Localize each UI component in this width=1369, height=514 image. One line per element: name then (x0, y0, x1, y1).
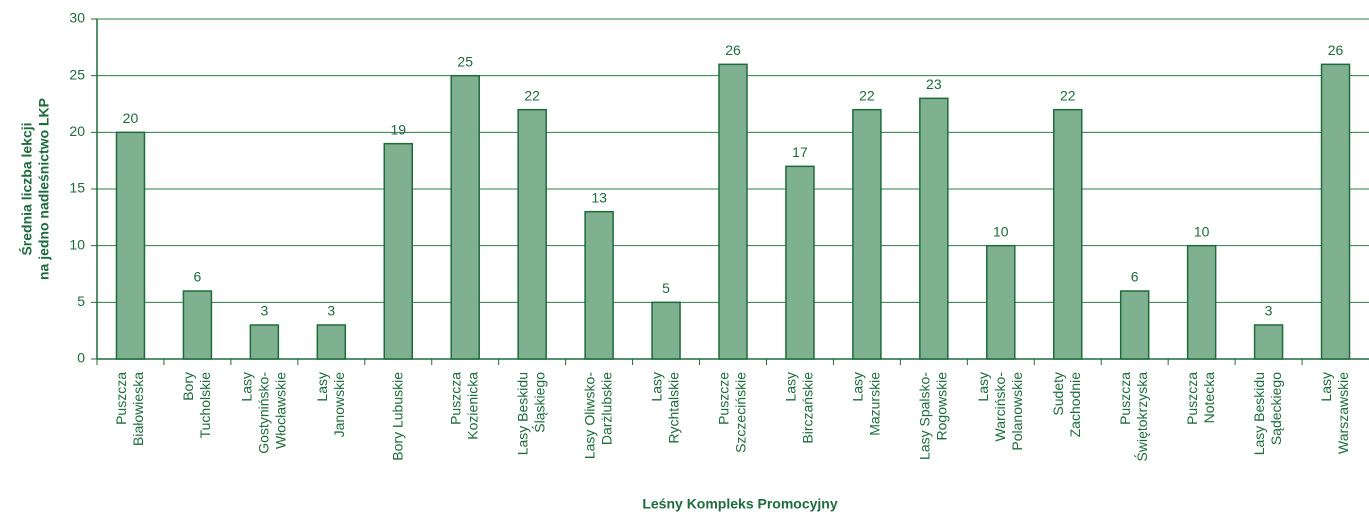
x-axis-label: Leśny Kompleks Promocyjny (642, 496, 838, 512)
bar (651, 301, 681, 360)
bar (383, 142, 414, 360)
bar (450, 74, 480, 360)
bar (1186, 244, 1217, 360)
value-label: 25 (457, 53, 473, 69)
value-label: 10 (1194, 223, 1210, 239)
x-tick-label: LasyWarcińsko-Polanowskie (974, 372, 1024, 451)
x-tick-label: PuszczaBiałowieska (113, 372, 146, 446)
bar (919, 97, 949, 360)
x-tick-label: PuszczaNotecka (1184, 372, 1217, 425)
bar (316, 324, 347, 360)
value-label: 13 (591, 189, 607, 205)
value-label: 3 (1265, 303, 1273, 319)
x-tick-label: Lasy Spalsko-Rogowskie (916, 372, 949, 460)
bar (249, 324, 280, 360)
bar (785, 165, 815, 360)
y-axis-label: Średnia liczba lekcji (18, 122, 35, 255)
value-label: 6 (1131, 269, 1139, 285)
value-label: 6 (194, 269, 202, 285)
x-tick-label: BoryTucholskie (180, 372, 213, 439)
value-label: 10 (993, 223, 1009, 239)
value-label: 23 (926, 76, 942, 92)
bar (1052, 108, 1083, 360)
x-tick-label: PuszczaKozienicka (447, 372, 480, 440)
bar (182, 290, 213, 360)
value-label: 17 (792, 144, 808, 160)
value-label: 26 (725, 42, 741, 58)
y-tick-label: 20 (69, 123, 85, 139)
y-tick-label: 5 (77, 293, 85, 309)
x-tick-label: LasyBirczańskie (782, 372, 815, 444)
value-label: 22 (1060, 87, 1076, 103)
value-label: 3 (260, 303, 268, 319)
value-label: 3 (327, 303, 335, 319)
bar (718, 63, 748, 360)
bar (517, 108, 547, 360)
y-tick-label: 30 (69, 10, 85, 26)
x-tick-label: LasyJanowskie (314, 372, 347, 438)
y-axis-label: na jedno nadleśnictwo LKP (36, 98, 52, 280)
y-tick-label: 15 (69, 180, 85, 196)
y-tick-label: 10 (69, 236, 85, 252)
x-tick-label: LasyWarszawskie (1318, 372, 1351, 454)
bar (852, 108, 882, 360)
bar (115, 131, 146, 360)
x-tick-label: Bory Lubuskie (389, 372, 405, 461)
value-label: 26 (1328, 42, 1344, 58)
value-label: 22 (524, 87, 540, 103)
bar (986, 244, 1016, 360)
bar (1253, 324, 1284, 360)
x-tick-label: LasyMazurskie (849, 372, 882, 436)
y-tick-label: 25 (69, 66, 85, 82)
x-tick-label: SudetyZachodnie (1050, 372, 1083, 438)
x-tick-label: Lasy BeskiduSądeckiego (1251, 372, 1284, 455)
x-tick-label: PuszczeSzczecińskie (715, 372, 748, 453)
x-tick-label: PuszczaŚwiętokrzyska (1117, 372, 1150, 462)
x-tick-label: Lasy Oliwsko-Darżlubskie (581, 372, 614, 459)
bar (584, 210, 614, 360)
value-label: 20 (123, 110, 139, 126)
value-label: 22 (859, 87, 875, 103)
bar (1320, 63, 1351, 360)
value-label: 19 (390, 121, 406, 137)
x-tick-label: Lasy BeskiduŚląskiego (514, 372, 547, 455)
bar (1119, 290, 1150, 360)
value-label: 5 (662, 280, 670, 296)
x-tick-label: LasyRychtalskie (648, 372, 681, 444)
x-tick-label: LasyGostynińsko-Włocławskie (238, 372, 288, 454)
y-tick-label: 0 (77, 350, 85, 366)
